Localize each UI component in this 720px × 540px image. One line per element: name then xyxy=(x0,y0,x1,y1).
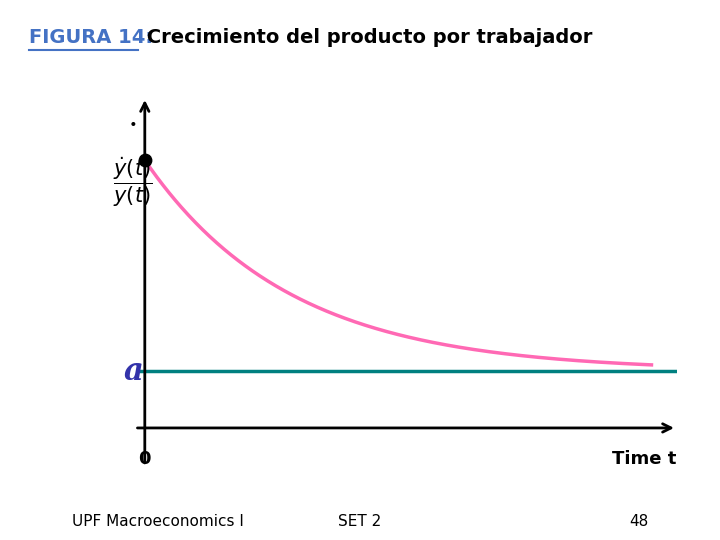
Text: UPF Macroeconomics I: UPF Macroeconomics I xyxy=(72,514,244,529)
Text: 48: 48 xyxy=(629,514,648,529)
Text: Crecimiento del producto por trabajador: Crecimiento del producto por trabajador xyxy=(140,28,593,48)
Text: 0: 0 xyxy=(138,450,151,469)
Text: $\dfrac{\dot{y}(t)}{y(t)}$: $\dfrac{\dot{y}(t)}{y(t)}$ xyxy=(113,156,153,209)
Text: SET 2: SET 2 xyxy=(338,514,382,529)
Text: a: a xyxy=(124,356,143,387)
Point xyxy=(139,156,150,165)
Text: $\bullet$: $\bullet$ xyxy=(128,116,137,130)
Text: Time t: Time t xyxy=(613,450,677,469)
Text: FIGURA 14:: FIGURA 14: xyxy=(29,28,153,48)
